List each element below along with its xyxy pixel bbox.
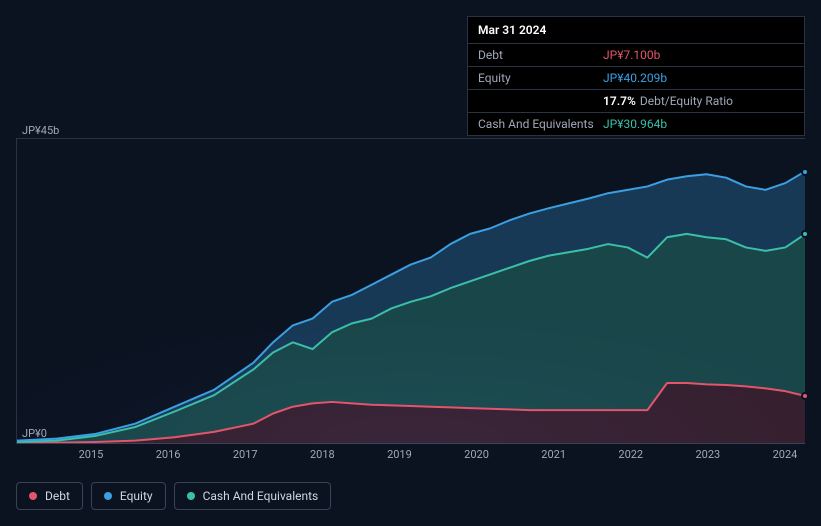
x-axis-labels: 2015 2016 2017 2018 2019 2020 2021 2022 2023 2024	[71, 448, 805, 466]
chart-container: JP¥45b JP¥0 2015 2016 2017 2018 2019 2020 2021…	[16, 120, 805, 466]
x-axis-tick-label: 2021	[534, 448, 574, 466]
legend-item-cash[interactable]: Cash And Equivalents	[174, 482, 332, 510]
x-axis-tick-label: 2016	[148, 448, 188, 466]
info-row-label: Equity	[478, 71, 603, 85]
legend-item-debt[interactable]: Debt	[16, 482, 83, 510]
x-axis-tick-label: 2015	[71, 448, 111, 466]
x-axis-tick-label: 2022	[611, 448, 651, 466]
x-axis-tick-label: 2018	[302, 448, 342, 466]
info-row-value: JP¥40.209b	[603, 71, 794, 85]
info-row: DebtJP¥7.100b	[468, 44, 804, 67]
info-row: Cash And EquivalentsJP¥30.964b	[468, 113, 804, 135]
info-row: 17.7%Debt/Equity Ratio	[468, 90, 804, 113]
series-end-marker-equity[interactable]	[801, 168, 809, 176]
x-axis-tick-label: 2024	[765, 448, 805, 466]
legend-dot-icon	[187, 492, 195, 500]
info-title: Mar 31 2024	[468, 17, 804, 44]
info-row-label: Debt	[478, 48, 603, 62]
legend-dot-icon	[29, 492, 37, 500]
y-axis-min-label: JP¥0	[22, 427, 47, 440]
chart-plot-area[interactable]	[16, 138, 805, 444]
legend-item-label: Cash And Equivalents	[203, 489, 319, 503]
info-row: EquityJP¥40.209b	[468, 67, 804, 90]
summary-info-box: Mar 31 2024 DebtJP¥7.100bEquityJP¥40.209…	[467, 16, 805, 136]
info-row-label: Cash And Equivalents	[478, 117, 603, 131]
series-end-marker-debt[interactable]	[801, 392, 809, 400]
info-row-value: JP¥30.964b	[603, 117, 794, 131]
legend-item-equity[interactable]: Equity	[91, 482, 166, 510]
legend-item-label: Debt	[45, 489, 70, 503]
chart-legend: Debt Equity Cash And Equivalents	[16, 482, 331, 510]
x-axis-tick-label: 2019	[379, 448, 419, 466]
info-row-value: 17.7%Debt/Equity Ratio	[603, 94, 794, 108]
x-axis-tick-label: 2017	[225, 448, 265, 466]
legend-item-label: Equity	[120, 489, 153, 503]
series-end-marker-cash[interactable]	[801, 230, 809, 238]
x-axis-tick-label: 2023	[688, 448, 728, 466]
info-row-value: JP¥7.100b	[603, 48, 794, 62]
y-axis-max-label: JP¥45b	[22, 124, 59, 137]
x-axis-tick-label: 2020	[457, 448, 497, 466]
legend-dot-icon	[104, 492, 112, 500]
info-row-label	[478, 94, 603, 108]
